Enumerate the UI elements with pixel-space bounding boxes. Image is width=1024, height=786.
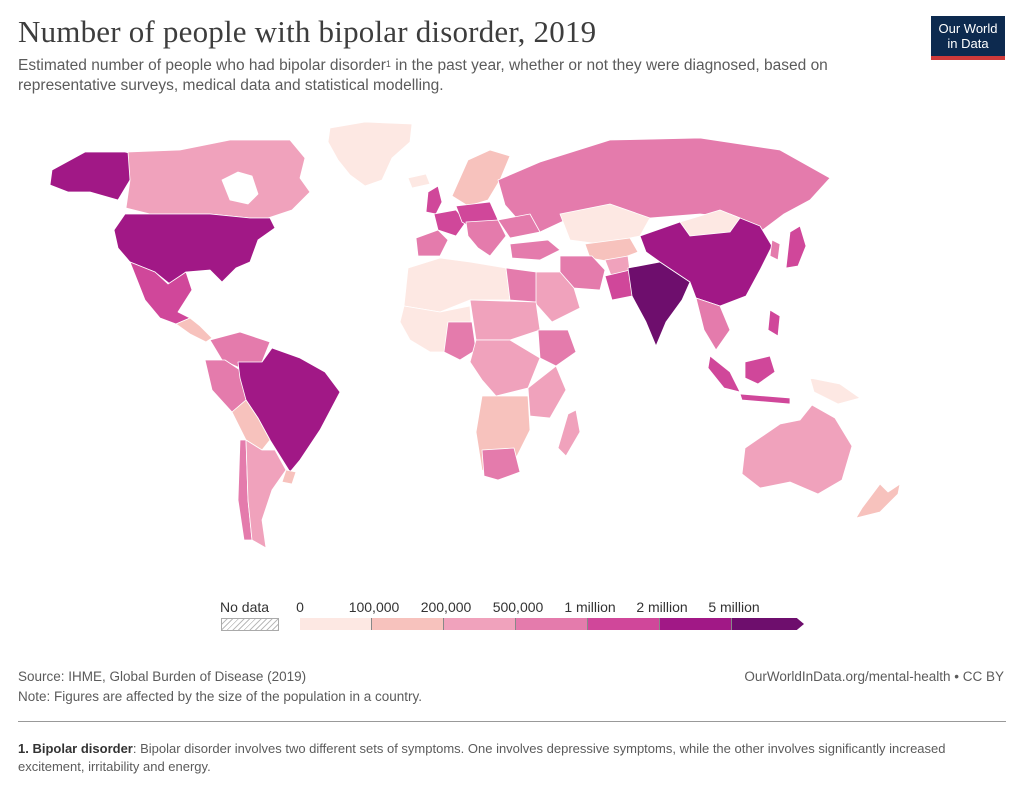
region-japan (785, 225, 807, 269)
legend-tick-label: 500,000 (492, 599, 544, 615)
region-italy-balkans (465, 219, 507, 257)
legend-bin (732, 618, 804, 630)
legend-tick-label: 0 (296, 599, 304, 615)
color-legend: No data 0 100,000 200,000 500,000 1 million 2… (0, 596, 1024, 640)
region-egypt (505, 267, 537, 303)
world-map (49, 121, 901, 549)
region-france (433, 209, 467, 237)
region-indonesia-sumatra (707, 355, 741, 393)
region-mongolia (679, 209, 741, 237)
region-new-guinea (809, 377, 861, 405)
region-new-zealand (855, 483, 901, 519)
region-scandinavia (451, 149, 511, 207)
legend-bin (300, 618, 372, 630)
region-greenland (327, 121, 413, 187)
region-madagascar (557, 409, 581, 457)
region-united-kingdom (425, 185, 443, 215)
legend-tick-label: 200,000 (420, 599, 472, 615)
legend-tick-label: 5 million (708, 599, 760, 615)
region-east-africa (527, 365, 567, 419)
region-central-africa (469, 339, 541, 397)
region-indonesia-borneo (744, 355, 776, 385)
chart-subtitle: Estimated number of people who had bipol… (18, 57, 828, 94)
source-text: Source: IHME, Global Burden of Disease (… (18, 669, 307, 684)
legend-bin (516, 618, 588, 630)
region-russia (497, 137, 831, 233)
region-southeast-asia (695, 297, 731, 351)
region-australia (741, 404, 853, 495)
legend-bin (444, 618, 516, 630)
region-iceland (407, 173, 431, 189)
legend-bin (588, 618, 660, 630)
region-uruguay (281, 469, 297, 485)
region-mexico (129, 261, 193, 325)
region-korea (769, 239, 781, 261)
region-central-america (175, 317, 213, 343)
footnote: 1. Bipolar disorder: Bipolar disorder in… (18, 741, 946, 774)
no-data-label: No data (220, 599, 270, 615)
divider (18, 721, 1006, 722)
logo-line-1: Our World (938, 21, 998, 36)
region-sudan (469, 299, 541, 341)
legend-tick-label: 100,000 (348, 599, 400, 615)
region-nigeria (443, 321, 477, 361)
region-philippines (767, 309, 781, 337)
footnote-marker: 1 (385, 59, 391, 69)
legend-bin (660, 618, 732, 630)
logo-line-2: in Data (947, 36, 989, 51)
region-pakistan (604, 269, 633, 301)
region-united-states (113, 213, 276, 285)
region-indonesia-java (739, 393, 791, 405)
region-turkey (509, 239, 561, 261)
owid-logo[interactable]: Our World in Data (931, 16, 1005, 60)
region-alaska (49, 151, 151, 201)
region-ethiopia (537, 329, 577, 367)
chart-title: Number of people with bipolar disorder, … (18, 14, 597, 49)
region-ukraine (497, 213, 541, 239)
region-spain (415, 229, 449, 257)
legend-bin (372, 618, 444, 630)
credit-link[interactable]: OurWorldInData.org/mental-health • CC BY (744, 669, 1004, 684)
no-data-swatch (221, 618, 279, 631)
region-south-africa (481, 447, 521, 481)
region-canada (125, 139, 311, 219)
legend-tick-label: 1 million (564, 599, 616, 615)
legend-tick-label: 2 million (636, 599, 688, 615)
region-argentina (245, 439, 287, 549)
note-text: Note: Figures are affected by the size o… (18, 689, 422, 704)
